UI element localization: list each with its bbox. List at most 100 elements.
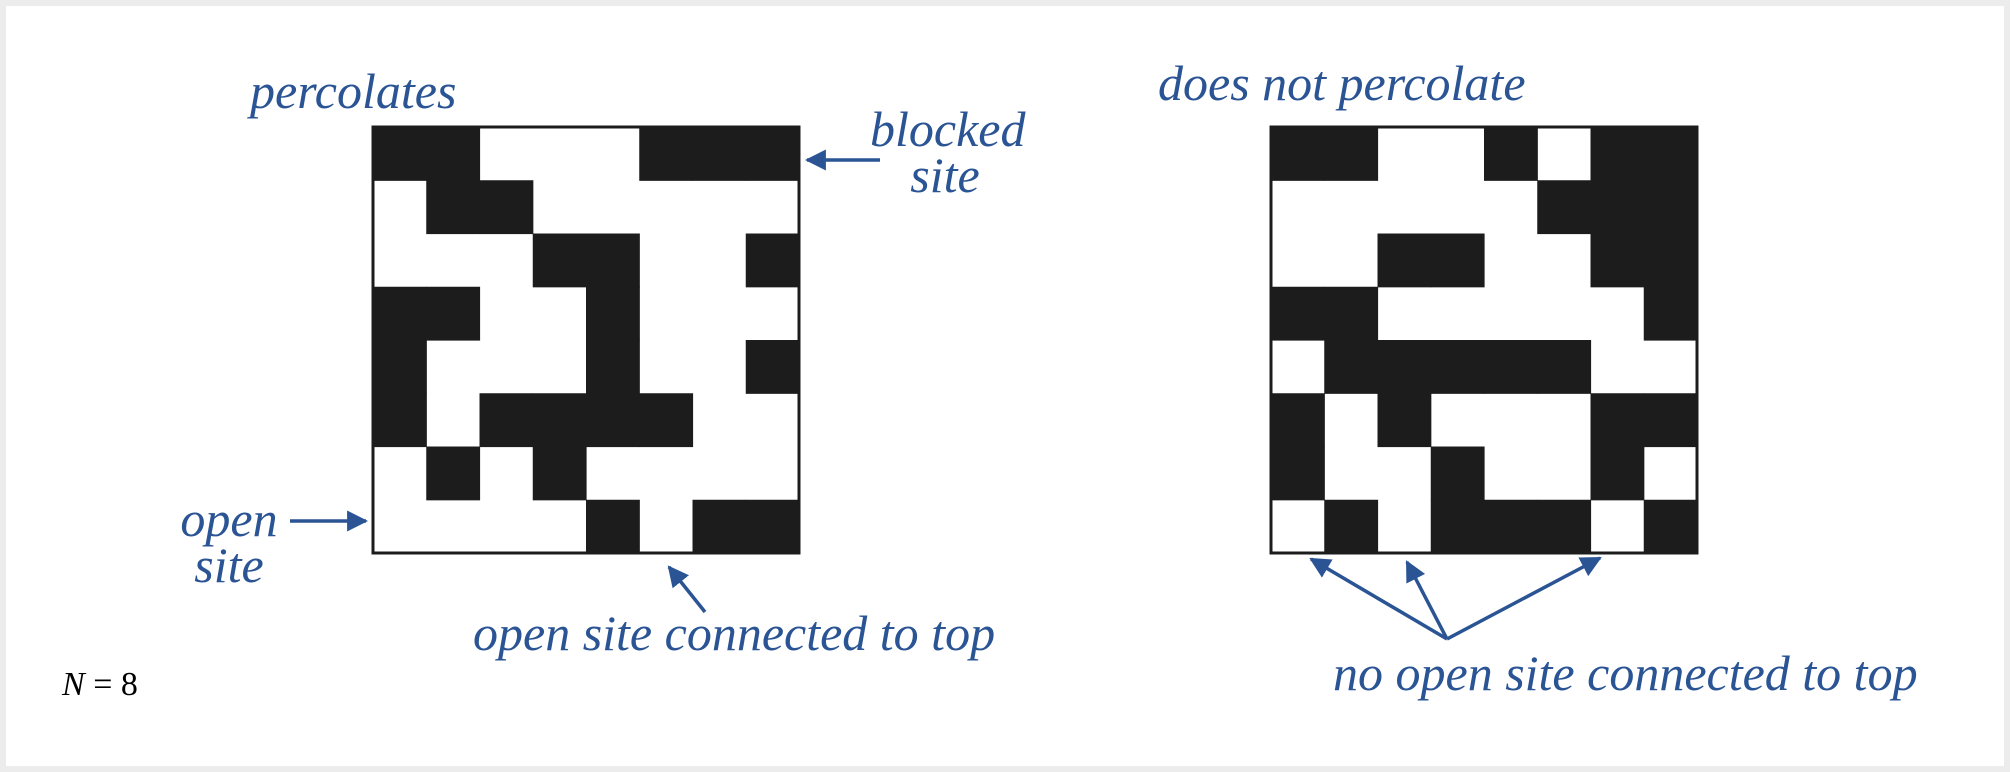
open-site [1273, 502, 1322, 551]
open-site [1539, 449, 1588, 498]
blocked-site [1271, 286, 1325, 341]
blocked-site [586, 393, 640, 448]
does-not-percolate-title: does not percolate [1158, 55, 1526, 111]
open-site [641, 289, 690, 338]
blocked-site [1430, 233, 1485, 288]
blocked-site [373, 340, 427, 394]
open-site [482, 502, 531, 551]
blocked-site [1271, 446, 1325, 501]
blocked-site [479, 180, 534, 235]
open-site [482, 236, 531, 285]
blocked-site [1643, 233, 1698, 288]
open-site [1486, 236, 1535, 285]
open-site [641, 236, 690, 285]
open-site [1433, 395, 1482, 444]
blocked-site [586, 499, 640, 554]
open-site [588, 129, 637, 178]
open-site [428, 236, 477, 285]
open-site-label-line2: site [194, 537, 264, 593]
blocked-site [1590, 127, 1645, 181]
open-site [695, 236, 744, 285]
blocked-site [1271, 393, 1325, 448]
open-site [1539, 395, 1588, 444]
blocked-site [586, 340, 640, 394]
no-open-connected-arrow-3 [1446, 556, 1602, 641]
blocked-site [532, 233, 587, 288]
open-site [1380, 449, 1429, 498]
blocked-site [586, 286, 640, 341]
open-site [1593, 342, 1642, 391]
blocked-site [586, 233, 640, 288]
open-site [1646, 449, 1695, 498]
open-site [375, 502, 424, 551]
blocked-site [426, 286, 481, 341]
blocked-site-label-line1: blocked [870, 101, 1026, 157]
blocked-site [692, 499, 747, 554]
open-site [1433, 289, 1482, 338]
open-site [535, 129, 584, 178]
blocked-site [692, 127, 747, 181]
grid-size-label: N = 8 [62, 666, 138, 704]
blocked-site-label-line2: site [910, 147, 980, 203]
blocked-site [1537, 499, 1592, 554]
open-site [1326, 182, 1375, 231]
open-site [1273, 342, 1322, 391]
open-site [1326, 449, 1375, 498]
open-site [375, 449, 424, 498]
blocked-site [1537, 180, 1592, 235]
open-site [482, 129, 531, 178]
open-site [1326, 236, 1375, 285]
open-site-connected-label: open site connected to top [473, 605, 996, 661]
open-site [1486, 395, 1535, 444]
grid-border [371, 125, 801, 555]
blocked-site [1643, 127, 1698, 181]
open-site [748, 395, 797, 444]
open-site [748, 449, 797, 498]
no-open-site-connected-label: no open site connected to top [1333, 645, 1918, 701]
blocked-site [745, 127, 800, 181]
blocked-site [1484, 127, 1538, 181]
grid-border [1269, 125, 1699, 555]
open-site [1593, 289, 1642, 338]
grid-size-variable: N [62, 666, 85, 703]
percolates-grid [371, 125, 801, 555]
blocked-site [1430, 446, 1485, 501]
open-site [482, 342, 531, 391]
open-site [695, 342, 744, 391]
blocked-site [1430, 499, 1485, 554]
blocked-site [1377, 340, 1432, 394]
blocked-site [373, 286, 427, 341]
open-site [641, 342, 690, 391]
open-site [1326, 395, 1375, 444]
blocked-site [1643, 180, 1698, 235]
blocked-site [745, 499, 800, 554]
open-site [588, 449, 637, 498]
blocked-site [1324, 286, 1379, 341]
open-site [1646, 342, 1695, 391]
open-site [428, 342, 477, 391]
open-site [588, 182, 637, 231]
blocked-site [639, 393, 694, 448]
open-site [1380, 182, 1429, 231]
blocked-site [532, 446, 587, 501]
open-site [1486, 182, 1535, 231]
blocked-site [1484, 499, 1538, 554]
open-site [375, 182, 424, 231]
open-site [641, 502, 690, 551]
open-site [1539, 129, 1588, 178]
open-site [482, 289, 531, 338]
blocked-site [1377, 393, 1432, 448]
blocked-site [373, 127, 427, 181]
open-site-label-line1: open [180, 491, 278, 547]
blocked-site [1643, 499, 1698, 554]
open-site [695, 182, 744, 231]
open-site [1486, 449, 1535, 498]
open-site [695, 449, 744, 498]
open-site [535, 289, 584, 338]
open-site [1433, 182, 1482, 231]
open-site [1273, 236, 1322, 285]
does-not-percolate-grid [1269, 125, 1699, 555]
blocked-site [1324, 499, 1379, 554]
open-site [428, 502, 477, 551]
open-site [1593, 502, 1642, 551]
